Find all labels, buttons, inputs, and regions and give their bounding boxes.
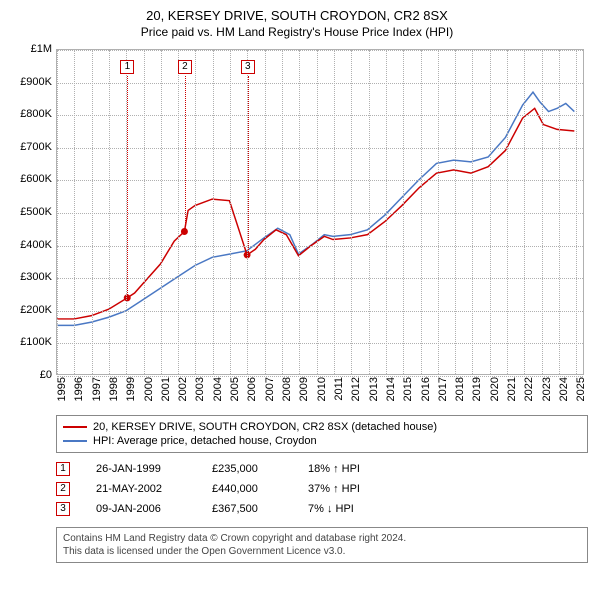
sale-price: £367,500 [212,503,282,515]
x-tick-label: 2001 [160,377,172,401]
sale-diff: 7% ↓ HPI [308,503,398,515]
sale-row-marker: 2 [56,482,70,496]
sale-diff: 37% ↑ HPI [308,483,398,495]
chart-lines [57,50,583,374]
legend-swatch [63,426,87,428]
x-tick-label: 2018 [454,377,466,401]
legend-item: 20, KERSEY DRIVE, SOUTH CROYDON, CR2 8SX… [63,420,581,434]
y-tick-label: £900K [6,76,52,88]
x-tick-label: 2022 [523,377,535,401]
sale-marker-3: 3 [241,60,255,74]
sale-price: £235,000 [212,463,282,475]
x-tick-label: 1998 [108,377,120,401]
x-tick-label: 2023 [541,377,553,401]
y-tick-label: £300K [6,271,52,283]
legend-label: 20, KERSEY DRIVE, SOUTH CROYDON, CR2 8SX… [93,421,437,433]
x-tick-label: 1996 [73,377,85,401]
y-tick-label: £1M [6,43,52,55]
legend: 20, KERSEY DRIVE, SOUTH CROYDON, CR2 8SX… [56,415,588,453]
y-tick-label: £500K [6,206,52,218]
sale-date: 09-JAN-2006 [96,503,186,515]
x-tick-label: 1999 [125,377,137,401]
x-axis-labels: 1995 1996 1997 1998 1999 2000 2001 2002 2003 2004… [56,375,584,409]
x-tick-label: 2005 [229,377,241,401]
sale-marker-2: 2 [178,60,192,74]
y-tick-label: £800K [6,108,52,120]
y-tick-label: £0 [6,369,52,381]
x-tick-label: 2004 [212,377,224,401]
footer-attribution: Contains HM Land Registry data © Crown c… [56,527,588,563]
x-tick-label: 1995 [56,377,68,401]
x-tick-label: 2007 [264,377,276,401]
chart-title: 20, KERSEY DRIVE, SOUTH CROYDON, CR2 8SX [6,8,588,23]
x-tick-label: 2024 [558,377,570,401]
y-tick-label: £600K [6,173,52,185]
x-tick-label: 2010 [316,377,328,401]
x-tick-label: 2017 [437,377,449,401]
x-tick-label: 2003 [194,377,206,401]
x-tick-label: 2020 [489,377,501,401]
legend-item: HPI: Average price, detached house, Croy… [63,434,581,448]
sale-marker-1: 1 [120,60,134,74]
sale-price: £440,000 [212,483,282,495]
x-tick-label: 2012 [350,377,362,401]
x-tick-label: 2002 [177,377,189,401]
hpi-line [57,92,574,325]
sale-diff: 18% ↑ HPI [308,463,398,475]
x-tick-label: 2000 [143,377,155,401]
x-tick-label: 2025 [575,377,587,401]
x-tick-label: 2008 [281,377,293,401]
sale-row-marker: 1 [56,462,70,476]
sales-table: 1 26-JAN-1999 £235,000 18% ↑ HPI 2 21-MAY-200… [56,459,588,519]
sale-row: 3 09-JAN-2006 £367,500 7% ↓ HPI [56,499,588,519]
x-tick-label: 2006 [246,377,258,401]
sale-row: 2 21-MAY-2002 £440,000 37% ↑ HPI [56,479,588,499]
sale-date: 21-MAY-2002 [96,483,186,495]
sale-row-marker: 3 [56,502,70,516]
x-tick-label: 2015 [402,377,414,401]
footer-line-2: This data is licensed under the Open Gov… [63,545,581,558]
x-tick-label: 2019 [471,377,483,401]
plot-region: 1 2 3 [56,49,584,375]
legend-label: HPI: Average price, detached house, Croy… [93,435,317,447]
chart-area: £0£100K£200K£300K£400K£500K£600K£700K£80… [6,45,588,375]
x-tick-label: 2009 [298,377,310,401]
x-tick-label: 2016 [420,377,432,401]
y-tick-label: £200K [6,304,52,316]
y-tick-label: £100K [6,336,52,348]
y-tick-label: £400K [6,239,52,251]
x-tick-label: 2021 [506,377,518,401]
x-tick-label: 2011 [333,377,345,401]
y-tick-label: £700K [6,141,52,153]
x-tick-label: 2013 [368,377,380,401]
footer-line-1: Contains HM Land Registry data © Crown c… [63,532,581,545]
chart-subtitle: Price paid vs. HM Land Registry's House … [6,25,588,39]
legend-swatch [63,440,87,442]
sale-row: 1 26-JAN-1999 £235,000 18% ↑ HPI [56,459,588,479]
x-tick-label: 2014 [385,377,397,401]
sale-date: 26-JAN-1999 [96,463,186,475]
x-tick-label: 1997 [91,377,103,401]
